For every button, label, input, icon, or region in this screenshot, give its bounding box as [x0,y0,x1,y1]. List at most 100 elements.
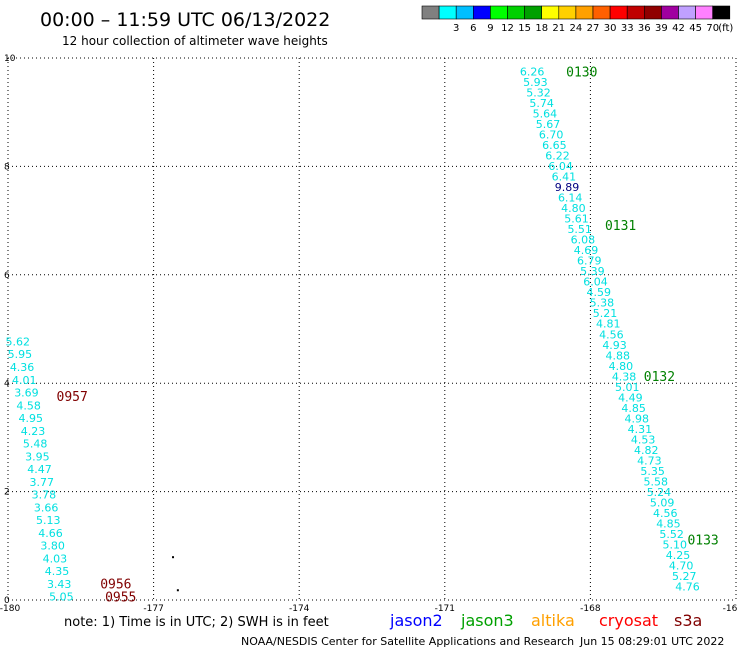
legend-label: 27 [587,23,600,34]
footer-timestamp: Jun 15 08:29:01 UTC 2022 [579,635,724,648]
wave-height-label: 5.74 [529,97,554,110]
wave-height-label: 5.95 [8,348,33,361]
wave-height-label: 5.61 [564,213,589,226]
y-tick-label: 6 [4,271,10,281]
wave-height-label: 5.62 [5,335,30,348]
wave-height-label: 4.80 [561,202,586,215]
wave-height-label: 4.03 [43,552,68,565]
legend-label: 21 [552,23,565,34]
wave-height-label: 5.32 [526,87,551,100]
wave-height-label: 4.49 [618,391,643,404]
wave-height-label: 5.67 [536,118,561,131]
wave-height-label: 4.93 [602,339,627,352]
data-point [176,589,179,592]
legend-swatch [712,5,731,20]
wave-height-label: 4.23 [21,425,46,438]
wave-height-label: 4.73 [637,454,662,467]
legend-swatch [524,5,542,20]
plot-grid [7,57,737,601]
wave-height-label: 6.41 [552,171,577,184]
legend-swatch [490,5,508,20]
satellite-name: jason3 [460,611,514,630]
legend-swatch [558,5,577,20]
satellite-name: cryosat [599,611,658,630]
y-tick-label: 8 [4,162,10,172]
wave-height-label: 4.66 [38,527,63,540]
wave-height-label: 4.38 [612,370,637,383]
wave-height-label: 5.64 [533,108,558,121]
legend-label: 6 [470,23,476,34]
y-tick-label: 0 [4,596,10,606]
wave-height-label: 4.53 [631,433,656,446]
wave-height-label: 5.38 [590,297,615,310]
legend-label: 39 [655,23,668,34]
wave-height-label: 5.21 [593,307,618,320]
wave-height-label: 6.70 [539,129,564,142]
legend-label: 70 [706,23,719,34]
legend-unit: (ft) [718,23,733,34]
legend-label: 42 [672,23,685,34]
wave-height-label: 5.51 [567,223,592,236]
legend-swatch [661,5,679,20]
x-tick-label: -174 [289,604,310,614]
chart-subtitle: 12 hour collection of altimeter wave hei… [62,34,328,48]
wave-height-label: 6.04 [548,160,573,173]
legend-label: 18 [535,23,548,34]
time-label: 0957 [57,390,88,405]
y-tick-label: 4 [4,379,10,389]
legend-label: 15 [518,23,531,34]
y-tick-label: 2 [4,488,10,498]
wave-height-label: 3.77 [29,476,54,489]
time-label: 0131 [605,219,636,234]
wave-height-label: 5.13 [36,514,61,527]
wave-height-label: 3.95 [25,450,50,463]
time-label: 0130 [566,66,597,81]
wave-height-label: 4.80 [609,360,634,373]
wave-height-label: 4.47 [27,463,52,476]
satellite-legend: jason2 jason3 altika cryosat s3a [389,611,702,630]
wave-height-label: 5.93 [523,76,548,89]
wave-height-label: 4.56 [653,507,678,520]
legend-label: 24 [570,23,583,34]
data-marks: 6.265.935.325.745.645.676.706.656.226.04… [5,66,718,606]
axis-ticks: -180 -177 -174 -171 -168 -16 0 2 4 6 8 10 [0,54,738,614]
wave-height-label: 4.35 [45,565,70,578]
satellite-name: s3a [674,611,702,630]
wave-height-label: 6.26 [520,66,545,79]
y-tick-label: 10 [4,54,16,64]
x-tick-label: -16 [723,604,738,614]
wave-height-label: 5.01 [615,381,640,394]
legend-swatch [643,5,662,20]
legend-swatch [507,5,525,20]
wave-height-label: 6.14 [558,192,583,205]
wave-height-label: 4.85 [656,517,681,530]
legend-label: 30 [604,23,617,34]
chart-title: 00:00 – 11:59 UTC 06/13/2022 [40,9,330,31]
wave-height-label: 9.89 [555,181,580,194]
x-tick-label: -180 [0,604,20,614]
time-label: 0956 [100,578,131,593]
wave-height-label: 6.22 [545,150,570,163]
wave-height-label: 5.58 [644,475,669,488]
legend-swatch [609,5,628,20]
wave-height-label: 5.35 [640,465,665,478]
wave-height-label: 4.98 [625,412,650,425]
wave-height-label: 6.79 [577,255,602,268]
wave-height-label: 4.69 [574,244,599,257]
legend-swatch [438,5,457,20]
wave-height-label: 4.01 [12,374,37,387]
wave-height-label: 4.81 [596,318,621,331]
legend-label: 12 [501,23,514,34]
legend-swatch [678,5,696,20]
x-tick-label: -177 [143,604,163,614]
wave-height-label: 3.66 [34,501,59,514]
legend-label: 33 [621,23,634,34]
wave-height-label: 4.70 [669,559,694,572]
wave-height-label: 6.65 [542,139,567,152]
satellite-name: jason2 [389,611,443,630]
wave-height-label: 4.25 [666,549,691,562]
wave-height-label: 4.58 [16,399,41,412]
wave-height-label: 5.24 [647,486,672,499]
legend-swatch [472,5,491,20]
